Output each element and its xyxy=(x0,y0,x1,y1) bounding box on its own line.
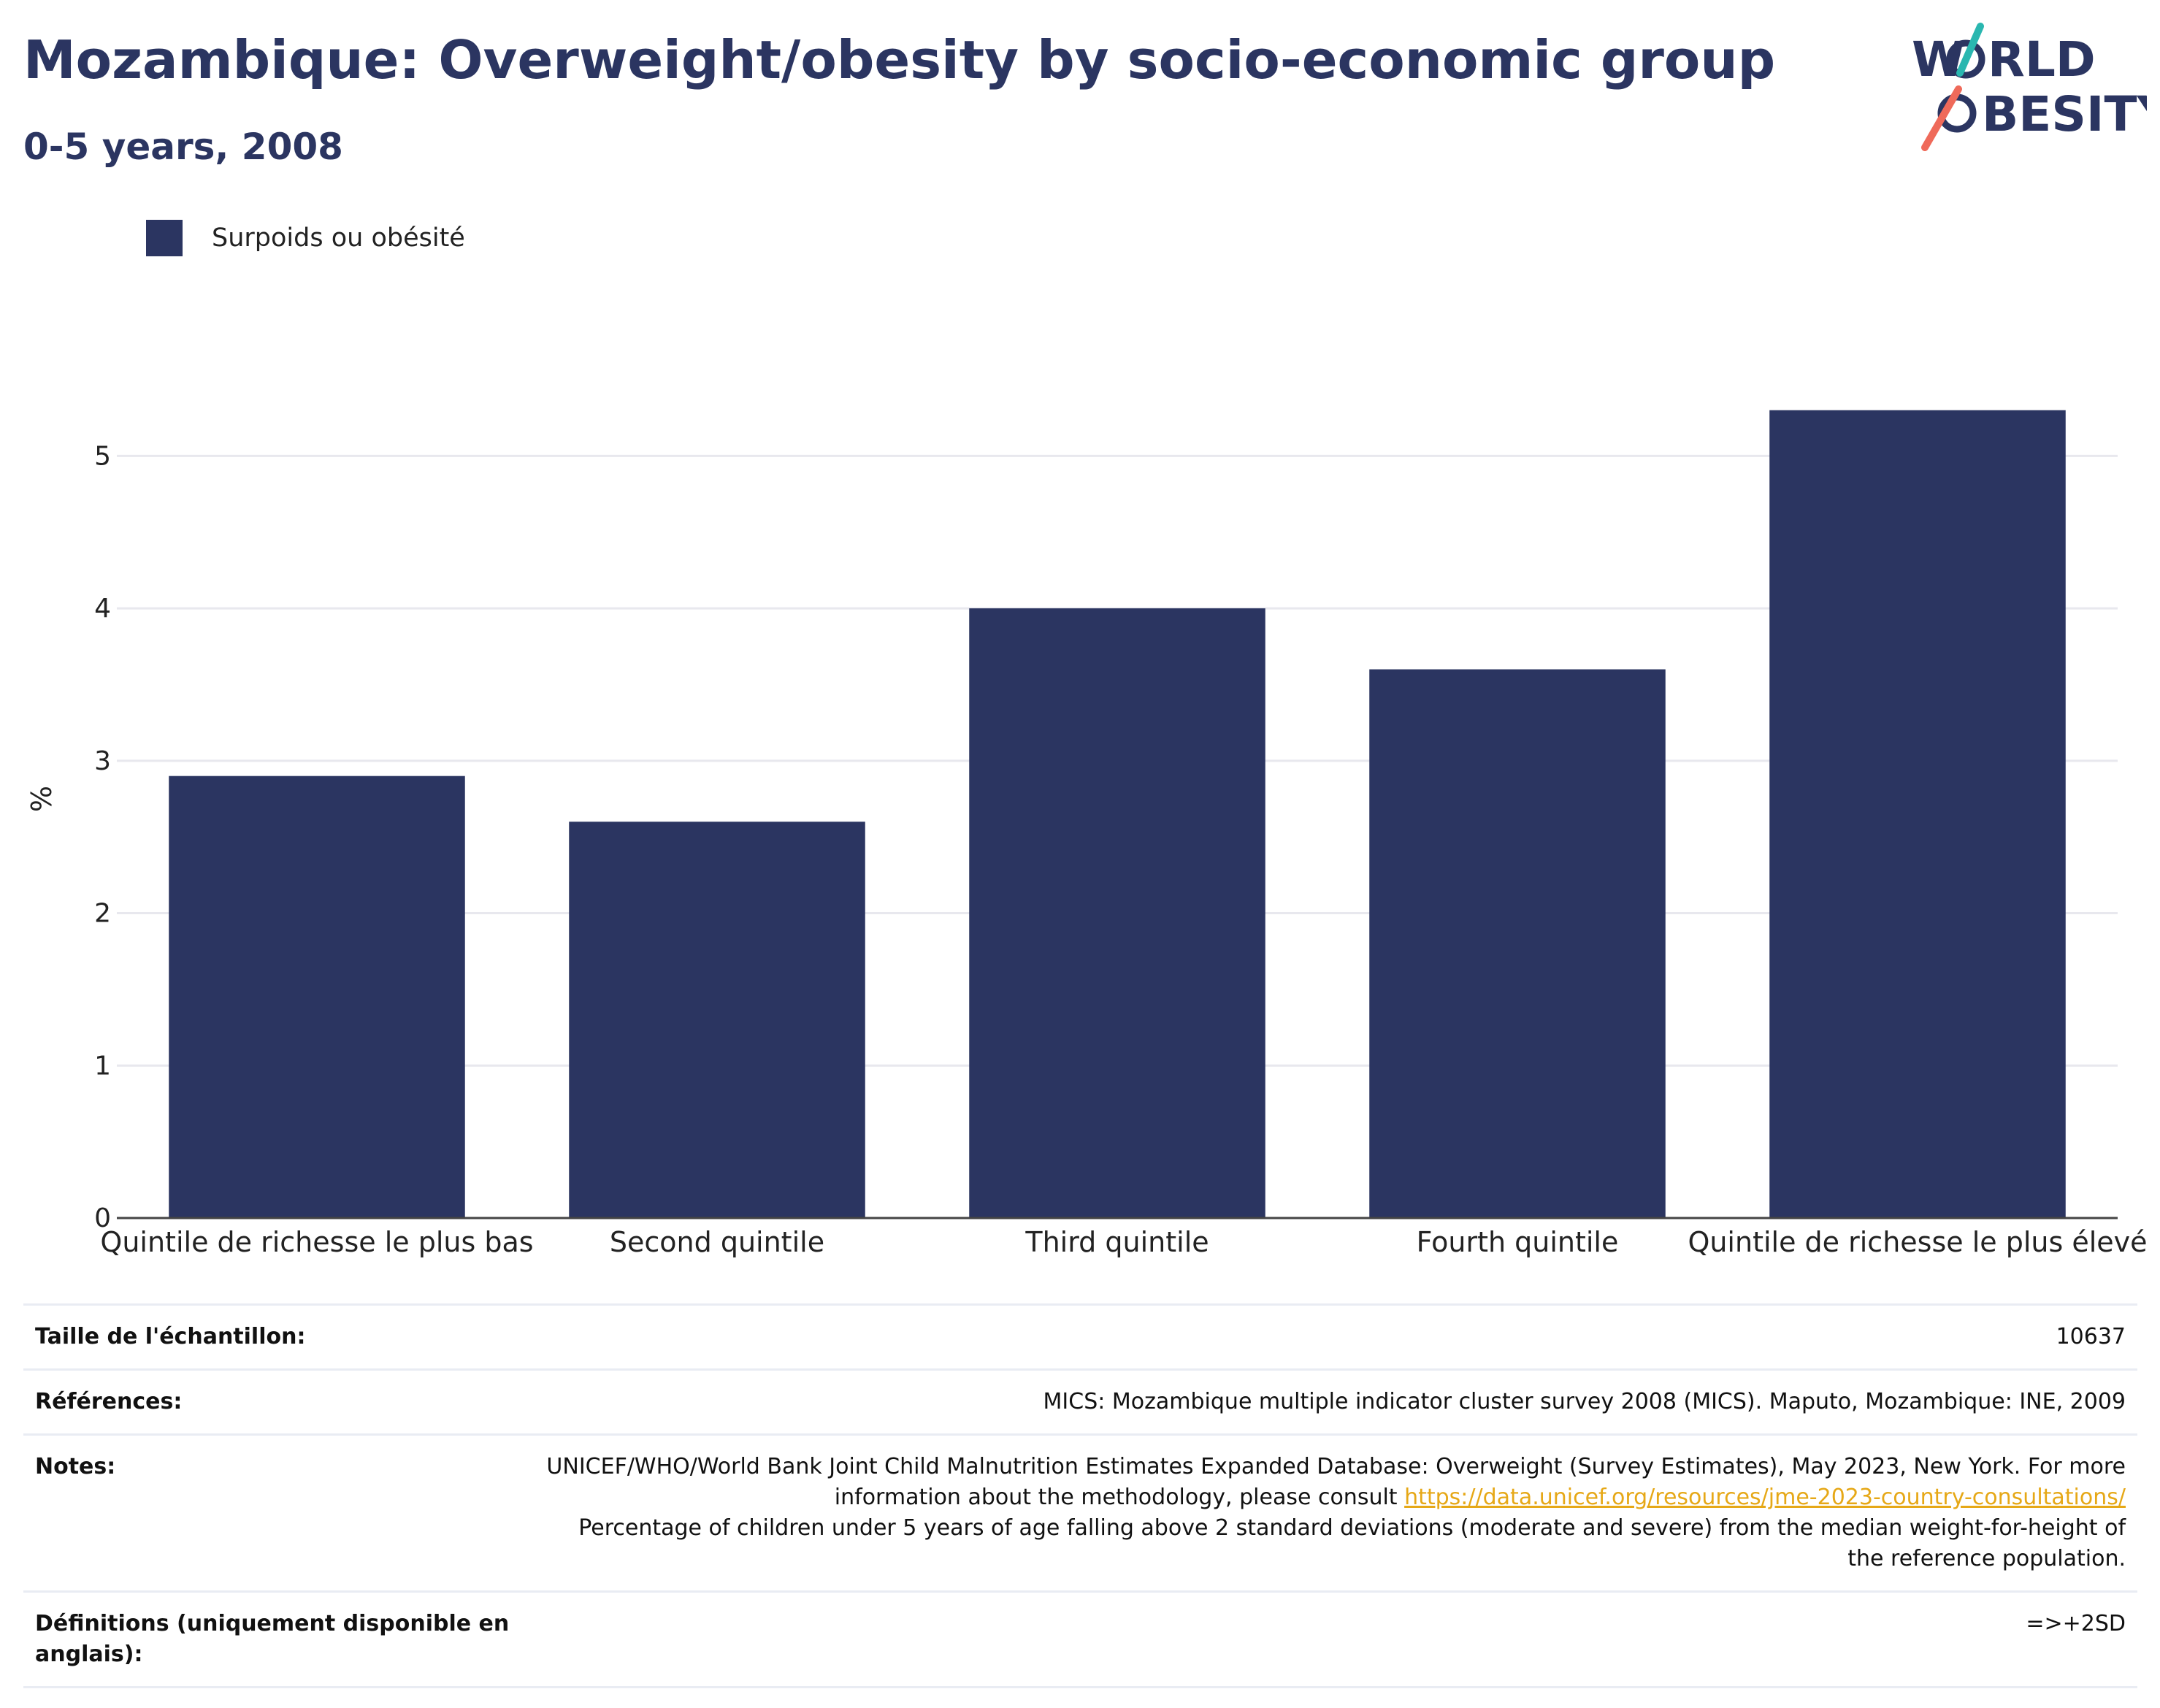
info-row-notes: Notes: UNICEF/WHO/World Bank Joint Child… xyxy=(23,1433,2137,1592)
logo-o-top xyxy=(1946,39,1985,79)
bar[interactable] xyxy=(569,822,865,1218)
info-row-references: Références: MICS: Mozambique multiple in… xyxy=(23,1368,2137,1435)
bar[interactable] xyxy=(169,776,465,1218)
logo-w: W xyxy=(1912,31,1965,88)
info-row-definitions: Définitions (uniquement disponible en an… xyxy=(23,1590,2137,1688)
y-axis-label: % xyxy=(26,786,58,812)
logo-slash-teal xyxy=(1956,23,1984,77)
x-category-labels: Quintile de richesse le plus bas Second q… xyxy=(100,1226,2147,1258)
notes-text: UNICEF/WHO/World Bank Joint Child Malnut… xyxy=(546,1454,2126,1510)
info-row-sample-size: Taille de l'échantillon: 10637 xyxy=(23,1303,2137,1370)
info-key: Références: xyxy=(23,1368,529,1435)
chart-subtitle: 0-5 years, 2008 xyxy=(23,126,343,168)
bar[interactable] xyxy=(1769,410,2066,1218)
methodology-link[interactable]: https://data.unicef.org/resources/jme-20… xyxy=(1404,1485,2126,1510)
x-category-label: Fourth quintile xyxy=(1417,1226,1619,1258)
x-category-label: Quintile de richesse le plus bas xyxy=(100,1226,533,1258)
info-key: Taille de l'échantillon: xyxy=(23,1303,529,1370)
legend-swatch xyxy=(146,220,183,256)
bar[interactable] xyxy=(969,608,1265,1218)
bar-chart: 0 1 2 3 4 5 Quintile de richesse le plus bas S… xyxy=(26,410,2148,1258)
bar[interactable] xyxy=(1369,669,1666,1218)
notes-definition-text: Percentage of children under 5 years of … xyxy=(578,1515,2126,1571)
logo-besity: BESITY xyxy=(1982,86,2147,142)
x-category-label: Quintile de richesse le plus élevé xyxy=(1688,1226,2147,1258)
y-tick-label: 1 xyxy=(94,1051,111,1081)
chart-legend: Surpoids ou obésité xyxy=(146,216,465,260)
y-tick-label: 0 xyxy=(94,1203,111,1233)
world-obesity-logo: W RLD BESITY xyxy=(1912,23,2147,151)
info-value: UNICEF/WHO/World Bank Joint Child Malnut… xyxy=(529,1433,2137,1592)
legend-label: Surpoids ou obésité xyxy=(212,223,465,253)
y-tick-label: 3 xyxy=(94,746,111,776)
y-tick-label: 4 xyxy=(94,594,111,624)
info-table: Taille de l'échantillon: 10637 Référence… xyxy=(23,1303,2137,1688)
chart-title: Mozambique: Overweight/obesity by socio-… xyxy=(23,29,1776,91)
x-category-label: Third quintile xyxy=(1025,1226,1209,1258)
info-value: 10637 xyxy=(529,1303,2137,1370)
info-value: =>+2SD xyxy=(529,1590,2137,1688)
logo-slash-coral xyxy=(1921,85,1962,151)
y-tick-labels: 0 1 2 3 4 5 xyxy=(94,441,111,1233)
logo-rld: RLD xyxy=(1988,31,2096,88)
info-value: MICS: Mozambique multiple indicator clus… xyxy=(529,1368,2137,1435)
x-category-label: Second quintile xyxy=(610,1226,824,1258)
y-tick-label: 2 xyxy=(94,899,111,929)
info-key: Notes: xyxy=(23,1433,529,1592)
y-tick-label: 5 xyxy=(94,441,111,471)
info-key: Définitions (uniquement disponible en an… xyxy=(23,1590,529,1688)
bars xyxy=(169,410,2066,1218)
